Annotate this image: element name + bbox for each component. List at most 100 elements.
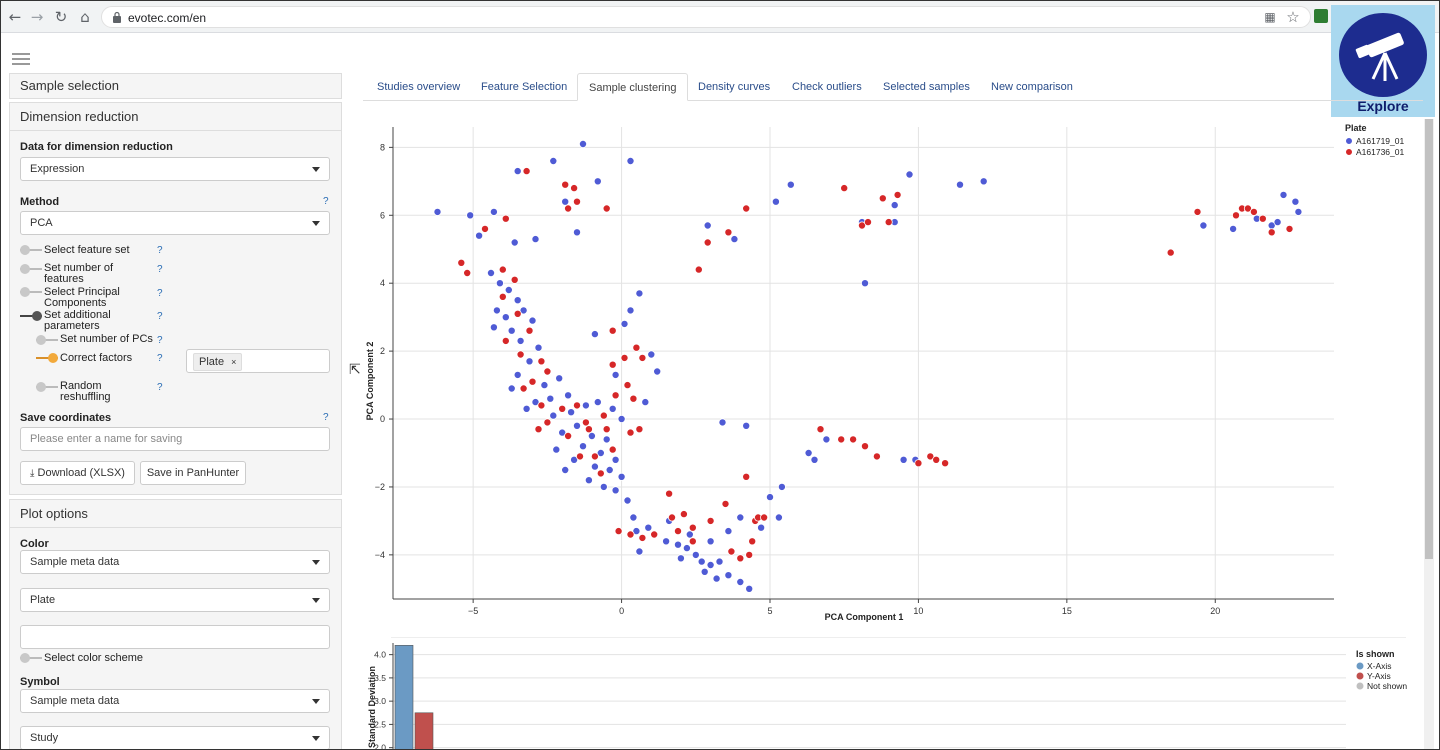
toggle-random-reshuffling[interactable] [36, 382, 60, 392]
caret-down-icon [312, 167, 320, 172]
scatter-point-a161719 [540, 381, 549, 390]
legend-swatch-a161719 [1345, 137, 1353, 145]
bar-chart-grid [393, 654, 1346, 749]
back-icon[interactable]: ← [8, 8, 22, 26]
scatter-point-a161719 [495, 279, 504, 288]
scatter-point-a161736 [1243, 204, 1252, 213]
page-scrollbar[interactable] [1424, 119, 1434, 749]
menu-icon[interactable] [12, 53, 30, 67]
scatter-point-a161736 [534, 425, 543, 434]
caret-down-icon [312, 560, 320, 565]
correct-factors-help-icon[interactable]: ? [157, 353, 163, 364]
scatter-point-a161736 [914, 459, 923, 468]
download-xlsx-button[interactable]: ⤓ Download (XLSX) [20, 461, 135, 485]
qr-code-icon[interactable]: ▦ [1264, 10, 1276, 24]
toggle-select-feature-set[interactable] [20, 245, 44, 255]
scatter-point-a161719 [486, 268, 495, 277]
scatter-point-a161719 [596, 448, 605, 457]
scatter-point-a161736 [760, 513, 769, 522]
scatter-point-a161736 [572, 401, 581, 410]
set-additional-parameters-label: Set additional parameters [44, 309, 111, 332]
scatter-point-a161719 [673, 540, 682, 549]
sample-selection-header[interactable]: Sample selection [10, 74, 341, 98]
legend-swatch-x-axis [1356, 662, 1364, 670]
scatter-point-a161719 [611, 370, 620, 379]
color-field-select[interactable]: Plate [20, 588, 330, 612]
scatter-point-a161719 [623, 496, 632, 505]
scatter-point-a161736 [638, 533, 647, 542]
home-icon[interactable]: ⌂ [80, 8, 90, 26]
method-select[interactable]: PCA [20, 211, 330, 235]
forward-icon[interactable]: → [30, 8, 44, 26]
pca-scatter-chart: −5 0 5 10 15 20 −4 −2 0 2 4 6 8 PCA Component 1 PCA … [365, 123, 1404, 622]
extension-icon[interactable] [1314, 9, 1328, 23]
correct-factors-input[interactable]: Plate × [186, 349, 330, 373]
save-coordinates-help-icon[interactable]: ? [323, 412, 329, 423]
bar-y-axis-label: Standard Deviation [367, 666, 377, 748]
tag-remove-icon[interactable]: × [231, 357, 237, 367]
scatter-point-a161719 [745, 584, 754, 593]
scatter-point-a161736 [864, 218, 873, 227]
scatter-point-a161736 [516, 350, 525, 359]
dimension-reduction-header[interactable]: Dimension reduction [10, 103, 341, 131]
number-of-features-help-icon[interactable]: ? [157, 264, 163, 275]
plot-options-header[interactable]: Plot options [10, 500, 341, 528]
toggle-select-color-scheme[interactable] [20, 653, 44, 663]
toggle-set-number-of-features[interactable] [20, 264, 44, 274]
number-of-pcs-help-icon[interactable]: ? [157, 335, 163, 346]
scatter-point-a161736 [608, 360, 617, 369]
scrollbar-thumb[interactable] [1425, 119, 1433, 559]
scatter-point-a161719 [507, 384, 516, 393]
toggle-select-principal-components[interactable] [20, 287, 44, 297]
scatter-point-a161736 [837, 435, 846, 444]
toggle-set-number-of-pcs[interactable] [36, 335, 60, 345]
scatter-point-a161736 [635, 425, 644, 434]
scatter-point-a161736 [884, 218, 893, 227]
principal-components-help-icon[interactable]: ? [157, 288, 163, 299]
additional-parameters-help-icon[interactable]: ? [157, 311, 163, 322]
tab-feature-selection[interactable]: Feature Selection [481, 81, 568, 93]
scatter-point-a161719 [626, 306, 635, 315]
tab-sample-clustering[interactable]: Sample clustering [577, 73, 689, 101]
scatter-point-a161719 [653, 367, 662, 376]
data-select[interactable]: Expression [20, 157, 330, 181]
tab-new-comparison[interactable]: New comparison [991, 81, 1073, 93]
legend-label-a161719: A161719_01 [1356, 136, 1404, 146]
scatter-point-a161736 [872, 452, 881, 461]
scatter-point-a161719 [561, 197, 570, 206]
symbol-select[interactable]: Sample meta data [20, 689, 330, 713]
save-in-panhunter-button[interactable]: Save in PanHunter [140, 461, 246, 485]
tab-selected-samples[interactable]: Selected samples [883, 81, 970, 93]
set-number-of-pcs-label: Set number of PCs [60, 333, 153, 345]
color-scheme-input[interactable] [20, 625, 330, 649]
caret-down-icon [312, 221, 320, 226]
scatter-point-a161736 [558, 404, 567, 413]
scatter-point-a161736 [522, 167, 531, 176]
symbol-field-select[interactable]: Study [20, 726, 330, 749]
main-tabs: Studies overview Feature Selection Sampl… [363, 73, 1423, 101]
tab-density-curves[interactable]: Density curves [698, 81, 771, 93]
toggle-set-additional-parameters[interactable] [20, 311, 44, 321]
legend-swatch-y-axis [1356, 672, 1364, 680]
address-bar[interactable]: evotec.com/en [101, 6, 1311, 28]
scatter-point-a161736 [736, 554, 745, 563]
scatter-point-a161736 [688, 537, 697, 546]
bookmark-star-icon[interactable]: ☆ [1286, 8, 1300, 26]
bar-y-tick-label: 2.5 [374, 719, 386, 729]
tab-check-outliers[interactable]: Check outliers [792, 81, 862, 93]
sample-selection-panel[interactable]: Sample selection [9, 73, 342, 99]
method-help-icon[interactable]: ? [323, 196, 329, 207]
color-select[interactable]: Sample meta data [20, 550, 330, 574]
reload-icon[interactable]: ↻ [54, 8, 68, 26]
scatter-legend-title: Plate [1345, 123, 1367, 133]
feature-set-help-icon[interactable]: ? [157, 245, 163, 256]
scatter-point-a161736 [564, 431, 573, 440]
save-name-input[interactable]: Please enter a name for saving [20, 427, 330, 451]
scatter-point-a161736 [673, 527, 682, 536]
toggle-correct-factors[interactable] [36, 353, 60, 363]
tab-studies-overview[interactable]: Studies overview [377, 81, 461, 93]
scatter-point-a161719 [706, 537, 715, 546]
color-field-value: Plate [30, 594, 56, 606]
scatter-point-a161736 [665, 489, 674, 498]
random-reshuffling-help-icon[interactable]: ? [157, 382, 163, 393]
